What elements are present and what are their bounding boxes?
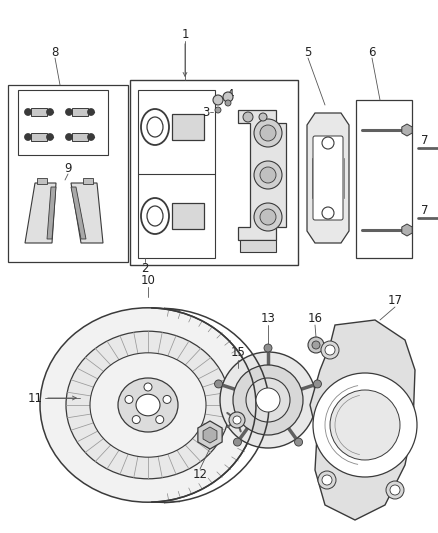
Circle shape: [25, 133, 32, 141]
Circle shape: [220, 352, 316, 448]
Circle shape: [88, 133, 95, 141]
Circle shape: [243, 112, 253, 122]
Circle shape: [322, 475, 332, 485]
Circle shape: [156, 416, 164, 424]
Circle shape: [254, 119, 282, 147]
Circle shape: [66, 109, 73, 116]
Text: 8: 8: [51, 45, 59, 59]
Circle shape: [46, 133, 53, 141]
Text: 10: 10: [141, 273, 155, 287]
Text: 13: 13: [261, 311, 276, 325]
Circle shape: [229, 412, 245, 428]
Ellipse shape: [40, 308, 256, 502]
Ellipse shape: [147, 117, 163, 137]
Circle shape: [322, 137, 334, 149]
Circle shape: [66, 133, 73, 141]
Circle shape: [25, 109, 32, 116]
Circle shape: [325, 345, 335, 355]
Polygon shape: [307, 113, 349, 243]
Bar: [83, 178, 93, 184]
Bar: [138, 90, 215, 258]
Circle shape: [264, 344, 272, 352]
Circle shape: [46, 109, 53, 116]
Circle shape: [223, 92, 233, 102]
Circle shape: [254, 203, 282, 231]
Circle shape: [260, 209, 276, 225]
Polygon shape: [198, 421, 222, 449]
Circle shape: [256, 388, 280, 412]
Polygon shape: [25, 183, 56, 243]
Circle shape: [390, 485, 400, 495]
Text: 12: 12: [192, 469, 208, 481]
Circle shape: [313, 373, 417, 477]
Ellipse shape: [147, 206, 163, 226]
Circle shape: [132, 416, 140, 424]
Bar: [172, 203, 204, 229]
Circle shape: [215, 107, 221, 113]
Text: 4: 4: [226, 88, 234, 101]
Circle shape: [125, 395, 133, 403]
Polygon shape: [71, 183, 103, 243]
Bar: [72, 108, 88, 116]
Bar: [37, 178, 47, 184]
Ellipse shape: [66, 331, 230, 479]
Circle shape: [88, 109, 95, 116]
Text: 6: 6: [368, 45, 376, 59]
Circle shape: [260, 167, 276, 183]
Polygon shape: [47, 187, 56, 239]
Text: 2: 2: [141, 262, 149, 274]
Circle shape: [144, 383, 152, 391]
Text: 17: 17: [388, 294, 403, 306]
Ellipse shape: [90, 353, 206, 457]
Polygon shape: [402, 124, 412, 136]
Bar: [18, 90, 108, 155]
Circle shape: [233, 365, 303, 435]
Text: 1: 1: [181, 28, 189, 42]
Text: 5: 5: [304, 45, 312, 59]
Circle shape: [260, 125, 276, 141]
Text: 7: 7: [421, 204, 429, 216]
Circle shape: [246, 378, 290, 422]
Circle shape: [386, 481, 404, 499]
Circle shape: [254, 161, 282, 189]
Text: 16: 16: [307, 311, 322, 325]
FancyBboxPatch shape: [313, 136, 343, 220]
Circle shape: [321, 341, 339, 359]
Circle shape: [225, 100, 231, 106]
Bar: [31, 133, 47, 141]
Circle shape: [163, 395, 171, 403]
Bar: [356, 100, 412, 258]
Text: 7: 7: [421, 133, 429, 147]
Bar: [240, 240, 276, 252]
Bar: [130, 80, 298, 265]
Bar: [72, 133, 88, 141]
Circle shape: [318, 471, 336, 489]
Text: 9: 9: [64, 161, 72, 174]
Circle shape: [314, 380, 321, 388]
Circle shape: [308, 337, 324, 353]
Circle shape: [312, 341, 320, 349]
Circle shape: [330, 390, 400, 460]
Bar: [172, 114, 204, 140]
Circle shape: [215, 380, 223, 388]
Text: 15: 15: [230, 346, 245, 359]
Polygon shape: [238, 110, 286, 240]
Circle shape: [259, 113, 267, 121]
Polygon shape: [402, 224, 412, 236]
Text: 3: 3: [202, 106, 210, 118]
Circle shape: [233, 438, 241, 446]
Circle shape: [213, 95, 223, 105]
Ellipse shape: [136, 394, 160, 416]
Polygon shape: [310, 320, 415, 520]
Circle shape: [295, 438, 303, 446]
Bar: [8, 85, 128, 262]
Circle shape: [233, 416, 241, 424]
Ellipse shape: [118, 378, 178, 432]
Polygon shape: [203, 427, 217, 443]
Bar: [31, 108, 47, 116]
Polygon shape: [71, 187, 86, 239]
Circle shape: [322, 207, 334, 219]
Text: 11: 11: [28, 392, 42, 405]
